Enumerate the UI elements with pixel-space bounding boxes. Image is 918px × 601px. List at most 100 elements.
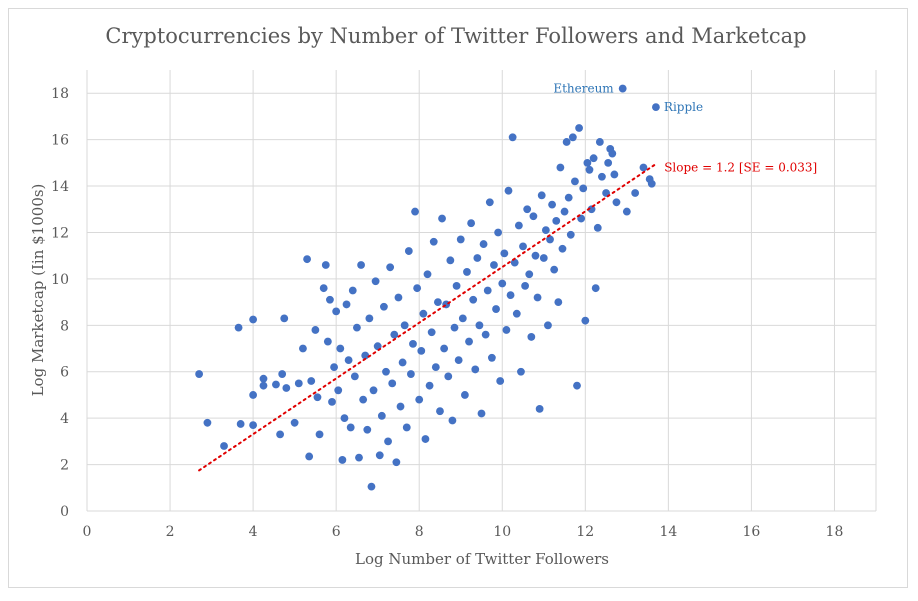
data-point bbox=[365, 314, 374, 323]
data-point bbox=[367, 482, 376, 491]
data-point bbox=[425, 381, 434, 390]
data-point bbox=[525, 270, 534, 279]
data-point bbox=[537, 191, 546, 200]
x-tick-label: 6 bbox=[332, 524, 341, 540]
data-point bbox=[571, 177, 579, 186]
data-point bbox=[456, 235, 465, 244]
data-point bbox=[479, 240, 488, 248]
data-point bbox=[423, 270, 432, 279]
y-tick-label: 10 bbox=[51, 272, 69, 288]
data-point bbox=[490, 261, 498, 269]
data-point bbox=[220, 442, 228, 450]
trendline-group bbox=[198, 163, 657, 472]
x-tick-label: 16 bbox=[743, 524, 761, 540]
data-point bbox=[388, 379, 397, 388]
y-tick-label: 8 bbox=[60, 318, 69, 334]
x-tick-label: 12 bbox=[576, 524, 594, 540]
data-point bbox=[471, 365, 480, 374]
data-point bbox=[514, 221, 523, 230]
data-point bbox=[276, 430, 284, 439]
data-point bbox=[608, 149, 617, 158]
data-point bbox=[340, 414, 349, 423]
data-point bbox=[380, 302, 388, 311]
data-point bbox=[473, 254, 482, 262]
x-axis-label: Log Number of Twitter Followers bbox=[355, 550, 609, 568]
data-point bbox=[500, 249, 509, 258]
data-point bbox=[404, 247, 413, 255]
data-point bbox=[407, 370, 415, 378]
data-point bbox=[396, 402, 405, 411]
chart-frame bbox=[8, 8, 908, 588]
data-point bbox=[587, 205, 596, 214]
data-point bbox=[236, 420, 245, 428]
data-point bbox=[568, 133, 577, 142]
data-point bbox=[328, 398, 336, 406]
data-point bbox=[411, 207, 419, 216]
data-point bbox=[272, 380, 280, 389]
data-point bbox=[558, 244, 567, 253]
data-point bbox=[299, 344, 307, 353]
data-point bbox=[392, 458, 401, 467]
data-point bbox=[539, 254, 548, 262]
chart-title: Cryptocurrencies by Number of Twitter Fo… bbox=[105, 24, 806, 48]
data-point bbox=[336, 344, 345, 353]
data-point bbox=[338, 456, 347, 464]
data-point bbox=[618, 84, 627, 93]
data-point bbox=[535, 404, 544, 413]
data-point bbox=[402, 423, 411, 432]
slope-annotation: Slope = 1.2 [SE = 0.033] bbox=[664, 160, 817, 174]
data-point bbox=[541, 226, 550, 235]
data-point bbox=[371, 277, 380, 286]
data-point bbox=[512, 309, 521, 318]
data-point bbox=[313, 393, 322, 402]
data-point bbox=[234, 323, 243, 332]
data-point bbox=[429, 237, 438, 246]
data-point bbox=[346, 423, 355, 432]
data-point bbox=[203, 418, 212, 427]
data-points bbox=[195, 84, 660, 491]
data-point bbox=[639, 163, 648, 172]
data-point bbox=[303, 255, 311, 264]
data-point bbox=[195, 370, 204, 378]
data-point bbox=[610, 170, 619, 179]
data-point bbox=[529, 212, 538, 221]
data-point bbox=[502, 326, 511, 334]
data-point bbox=[485, 198, 494, 207]
x-tick-label: 18 bbox=[826, 524, 844, 540]
y-tick-label: 0 bbox=[60, 504, 69, 520]
data-point bbox=[452, 281, 461, 290]
data-point bbox=[421, 435, 430, 443]
data-point bbox=[249, 391, 258, 399]
data-point bbox=[427, 328, 436, 337]
x-tick-label: 8 bbox=[415, 524, 424, 540]
data-point bbox=[589, 154, 598, 163]
ripple-label: Ripple bbox=[664, 100, 703, 114]
data-point bbox=[483, 286, 492, 295]
y-tick-label: 4 bbox=[60, 411, 69, 427]
data-point bbox=[585, 165, 594, 174]
data-point bbox=[492, 305, 500, 313]
data-point bbox=[259, 374, 268, 383]
data-point bbox=[591, 284, 600, 293]
y-tick-label: 16 bbox=[51, 133, 69, 149]
data-point bbox=[278, 370, 287, 378]
data-point bbox=[508, 133, 517, 142]
data-point bbox=[398, 358, 407, 367]
data-point bbox=[450, 323, 459, 332]
data-point bbox=[475, 321, 484, 330]
data-point bbox=[510, 258, 519, 267]
data-point bbox=[498, 279, 507, 288]
data-point bbox=[438, 214, 446, 223]
data-point bbox=[431, 363, 440, 371]
data-point bbox=[344, 356, 353, 365]
data-point bbox=[259, 381, 268, 390]
data-point bbox=[440, 344, 449, 353]
x-tick-label: 4 bbox=[249, 524, 258, 540]
data-point bbox=[554, 298, 563, 307]
data-point bbox=[357, 261, 365, 269]
data-point bbox=[467, 219, 476, 228]
data-point bbox=[377, 411, 386, 420]
data-point bbox=[504, 186, 513, 195]
ethereum-label: Ethereum bbox=[553, 82, 614, 96]
data-point bbox=[652, 103, 660, 112]
